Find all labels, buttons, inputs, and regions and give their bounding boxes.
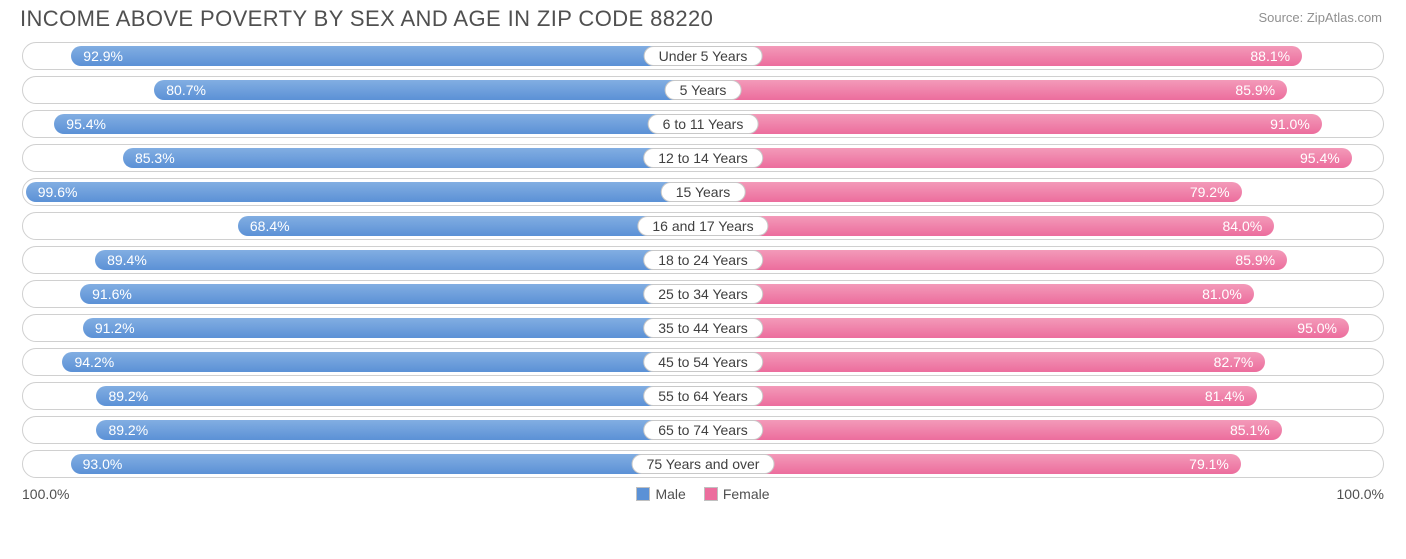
- legend: Male Female: [636, 486, 769, 502]
- male-value: 92.9%: [83, 48, 123, 64]
- category-label: Under 5 Years: [644, 46, 763, 66]
- male-value: 91.2%: [95, 320, 135, 336]
- male-value: 95.4%: [66, 116, 106, 132]
- category-label: 6 to 11 Years: [648, 114, 759, 134]
- male-bar: 95.4%: [54, 114, 703, 134]
- category-label: 35 to 44 Years: [643, 318, 763, 338]
- chart-area: 92.9% 88.1% Under 5 Years 80.7% 85.9% 5 Years…: [0, 38, 1406, 478]
- chart-row: 89.4% 85.9% 18 to 24 Years: [22, 246, 1384, 274]
- axis-right-label: 100.0%: [1337, 486, 1384, 502]
- male-value: 89.4%: [107, 252, 147, 268]
- female-bar: 85.9%: [703, 250, 1287, 270]
- chart-row: 99.6% 79.2% 15 Years: [22, 178, 1384, 206]
- female-value: 81.0%: [1202, 286, 1242, 302]
- chart-row: 68.4% 84.0% 16 and 17 Years: [22, 212, 1384, 240]
- chart-row: 95.4% 91.0% 6 to 11 Years: [22, 110, 1384, 138]
- female-value: 79.1%: [1189, 456, 1229, 472]
- chart-row: 80.7% 85.9% 5 Years: [22, 76, 1384, 104]
- female-swatch: [704, 487, 718, 501]
- legend-male: Male: [636, 486, 685, 502]
- female-value: 85.9%: [1235, 82, 1275, 98]
- female-bar: 85.9%: [703, 80, 1287, 100]
- category-label: 75 Years and over: [632, 454, 775, 474]
- female-bar: 82.7%: [703, 352, 1265, 372]
- male-bar: 85.3%: [123, 148, 703, 168]
- category-label: 65 to 74 Years: [643, 420, 763, 440]
- female-value: 79.2%: [1190, 184, 1230, 200]
- female-value: 81.4%: [1205, 388, 1245, 404]
- source-label: Source: ZipAtlas.com: [1258, 6, 1382, 25]
- male-value: 85.3%: [135, 150, 175, 166]
- male-bar: 91.2%: [83, 318, 703, 338]
- chart-row: 93.0% 79.1% 75 Years and over: [22, 450, 1384, 478]
- male-swatch: [636, 487, 650, 501]
- female-value: 85.1%: [1230, 422, 1270, 438]
- chart-row: 89.2% 85.1% 65 to 74 Years: [22, 416, 1384, 444]
- male-bar: 89.4%: [95, 250, 703, 270]
- female-value: 91.0%: [1270, 116, 1310, 132]
- category-label: 5 Years: [665, 80, 742, 100]
- male-bar: 68.4%: [238, 216, 703, 236]
- female-bar: 88.1%: [703, 46, 1302, 66]
- chart-row: 91.6% 81.0% 25 to 34 Years: [22, 280, 1384, 308]
- male-value: 68.4%: [250, 218, 290, 234]
- chart-row: 91.2% 95.0% 35 to 44 Years: [22, 314, 1384, 342]
- chart-row: 94.2% 82.7% 45 to 54 Years: [22, 348, 1384, 376]
- category-label: 12 to 14 Years: [643, 148, 763, 168]
- female-bar: 79.2%: [703, 182, 1242, 202]
- female-bar: 79.1%: [703, 454, 1241, 474]
- legend-male-label: Male: [655, 486, 685, 502]
- category-label: 16 and 17 Years: [637, 216, 768, 236]
- male-value: 99.6%: [38, 184, 78, 200]
- male-value: 89.2%: [108, 388, 148, 404]
- male-bar: 80.7%: [154, 80, 703, 100]
- chart-row: 85.3% 95.4% 12 to 14 Years: [22, 144, 1384, 172]
- category-label: 15 Years: [661, 182, 746, 202]
- female-value: 82.7%: [1214, 354, 1254, 370]
- male-value: 80.7%: [166, 82, 206, 98]
- male-bar: 89.2%: [96, 420, 703, 440]
- female-value: 95.4%: [1300, 150, 1340, 166]
- male-bar: 91.6%: [80, 284, 703, 304]
- male-bar: 92.9%: [71, 46, 703, 66]
- female-value: 85.9%: [1235, 252, 1275, 268]
- category-label: 25 to 34 Years: [643, 284, 763, 304]
- female-value: 84.0%: [1222, 218, 1262, 234]
- female-bar: 95.0%: [703, 318, 1349, 338]
- male-bar: 89.2%: [96, 386, 703, 406]
- male-value: 94.2%: [74, 354, 114, 370]
- female-value: 88.1%: [1250, 48, 1290, 64]
- male-bar: 94.2%: [62, 352, 703, 372]
- female-bar: 91.0%: [703, 114, 1322, 134]
- female-value: 95.0%: [1297, 320, 1337, 336]
- male-value: 93.0%: [83, 456, 123, 472]
- female-bar: 84.0%: [703, 216, 1274, 236]
- category-label: 55 to 64 Years: [643, 386, 763, 406]
- female-bar: 85.1%: [703, 420, 1282, 440]
- female-bar: 81.0%: [703, 284, 1254, 304]
- male-value: 91.6%: [92, 286, 132, 302]
- category-label: 45 to 54 Years: [643, 352, 763, 372]
- chart-title: INCOME ABOVE POVERTY BY SEX AND AGE IN Z…: [20, 6, 713, 32]
- axis-left-label: 100.0%: [22, 486, 69, 502]
- female-bar: 95.4%: [703, 148, 1352, 168]
- chart-row: 92.9% 88.1% Under 5 Years: [22, 42, 1384, 70]
- legend-female: Female: [704, 486, 770, 502]
- chart-row: 89.2% 81.4% 55 to 64 Years: [22, 382, 1384, 410]
- legend-female-label: Female: [723, 486, 770, 502]
- male-bar: 99.6%: [26, 182, 703, 202]
- male-value: 89.2%: [108, 422, 148, 438]
- female-bar: 81.4%: [703, 386, 1257, 406]
- category-label: 18 to 24 Years: [643, 250, 763, 270]
- male-bar: 93.0%: [71, 454, 703, 474]
